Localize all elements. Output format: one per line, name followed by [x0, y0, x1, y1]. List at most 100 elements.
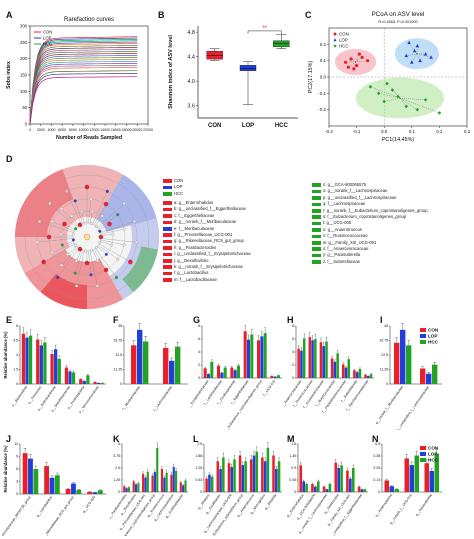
bar [325, 489, 329, 492]
cladogram-node [98, 234, 104, 240]
taxon-swatch [163, 258, 172, 263]
bar [142, 473, 145, 492]
x-tick-label: g__Lachnospiraceae_NK4A136_group [2, 495, 32, 536]
data-point [415, 107, 420, 112]
x-tick-label: f__UCG-010 [262, 379, 276, 397]
bar [175, 346, 181, 384]
y-tick-label: 1.88 [195, 454, 202, 458]
bar [76, 489, 82, 494]
rarefaction-curve [29, 36, 138, 125]
bar [260, 336, 264, 378]
bar [334, 462, 338, 492]
x-tick-label: 12000 [89, 128, 99, 132]
data-point [349, 57, 353, 61]
bar [127, 487, 131, 492]
bar [270, 376, 274, 378]
y-tick-label: 6 [16, 467, 18, 471]
taxon-label: y: g__Parasutterella [323, 252, 361, 258]
data-point [410, 60, 414, 64]
taxon-legend-row: z: f__Sutterellaceae [312, 259, 428, 265]
bar-chart-f: 0 11.25 22.5 33.75 45 f__Muribaculaceae f__Lac… [114, 323, 188, 412]
taxon-swatch [312, 228, 321, 232]
cladogram-branch [93, 249, 107, 270]
data-point [404, 53, 409, 58]
taxon-swatch [163, 278, 172, 282]
bar [426, 373, 432, 384]
box-body [206, 50, 223, 60]
bar [275, 468, 278, 492]
taxon-label: i: g__unclassified_f__Erysipelotrichacea… [174, 251, 251, 257]
taxon-legend-row: y: g__Parasutterella [312, 252, 428, 258]
taxon-legend-row: v: f__Ruminococcaceae [312, 233, 428, 239]
y-tick-label: 1.35 [289, 454, 296, 458]
bar [360, 489, 364, 492]
y-tick-label: 4.8 [187, 30, 195, 36]
pcoa-scatter: PCoA on ASV level R=0.4563, P=0.001000 -0.… [308, 11, 471, 143]
bar-chart-n: 0 0.13 0.25 0.38 0.5 g__Anaeroplasmag__norank… [373, 442, 442, 525]
bar [344, 367, 348, 378]
cladogram-node [116, 257, 120, 261]
y-tick-label: 0 [120, 382, 122, 386]
taxon-swatch [312, 221, 321, 226]
bar [314, 339, 317, 378]
bar [219, 468, 222, 492]
y-tick-label: 0.25 [373, 466, 380, 470]
panel-letter-k: K [113, 434, 120, 444]
y-tick-label: 3.6 [187, 104, 195, 110]
taxon-swatch [163, 207, 172, 212]
y-axis-label: Relative abundance (%) [3, 445, 8, 493]
bar [349, 478, 352, 492]
data-point [376, 91, 381, 96]
y-tick-label: 3 [16, 480, 18, 484]
panel-letter-i: I [380, 315, 383, 325]
significance-bracket [247, 30, 282, 34]
rarefaction-curve [29, 41, 138, 125]
bar [134, 484, 138, 492]
bar [163, 477, 166, 492]
taxon-legend-row: u: g__Anaerotruncus [312, 227, 428, 233]
bar [123, 486, 126, 492]
panel-letter-a: A [6, 10, 13, 20]
cladogram-branch [62, 241, 74, 246]
y-tick-label: 5 [118, 442, 120, 446]
x-axis-label: PC1(14.45%) [382, 137, 415, 143]
con-clade-sector [15, 165, 124, 273]
cladogram-branch [49, 203, 77, 228]
group-legend-row: LOP [163, 184, 183, 190]
legend-swatch [420, 328, 426, 332]
bar [25, 337, 29, 384]
cladogram-node [84, 221, 88, 225]
bar [43, 342, 47, 384]
taxon-label: k: g__norank_f__Erysipelotrichaceae [174, 263, 243, 269]
bar [311, 340, 314, 378]
data-point [423, 98, 428, 102]
con-clade-sector [40, 273, 87, 309]
bar [341, 364, 345, 378]
bar [351, 468, 355, 492]
cladogram-node [50, 250, 54, 254]
bar [277, 375, 280, 378]
x-tick-label: 4000 [47, 128, 55, 132]
cladogram-node [104, 252, 108, 256]
taxon-legend-row: n: g__GCA-900066575 [312, 182, 428, 188]
cladogram-node [37, 220, 41, 224]
bar [249, 459, 253, 492]
bar [300, 350, 303, 378]
cladogram-node [41, 259, 46, 265]
data-point [346, 65, 350, 69]
bar [230, 467, 233, 492]
bar [169, 360, 175, 384]
bar [54, 349, 58, 384]
taxon-label: p: g__unclassified_f__Lachnospiraceae [323, 194, 397, 200]
legend-marker [333, 38, 337, 42]
y-tick-label: 45 [118, 324, 122, 328]
cladogram-node [84, 249, 88, 253]
panel-letter-f: F [113, 315, 119, 325]
bar [406, 345, 412, 384]
taxon-legend-row: p: g__unclassified_f__Lachnospiraceae [312, 195, 428, 201]
cladogram-node [122, 227, 126, 231]
y-tick-label: 4 [198, 350, 200, 354]
taxon-swatch [312, 253, 321, 258]
cladogram-node [73, 199, 77, 203]
cladogram-node [90, 210, 94, 214]
